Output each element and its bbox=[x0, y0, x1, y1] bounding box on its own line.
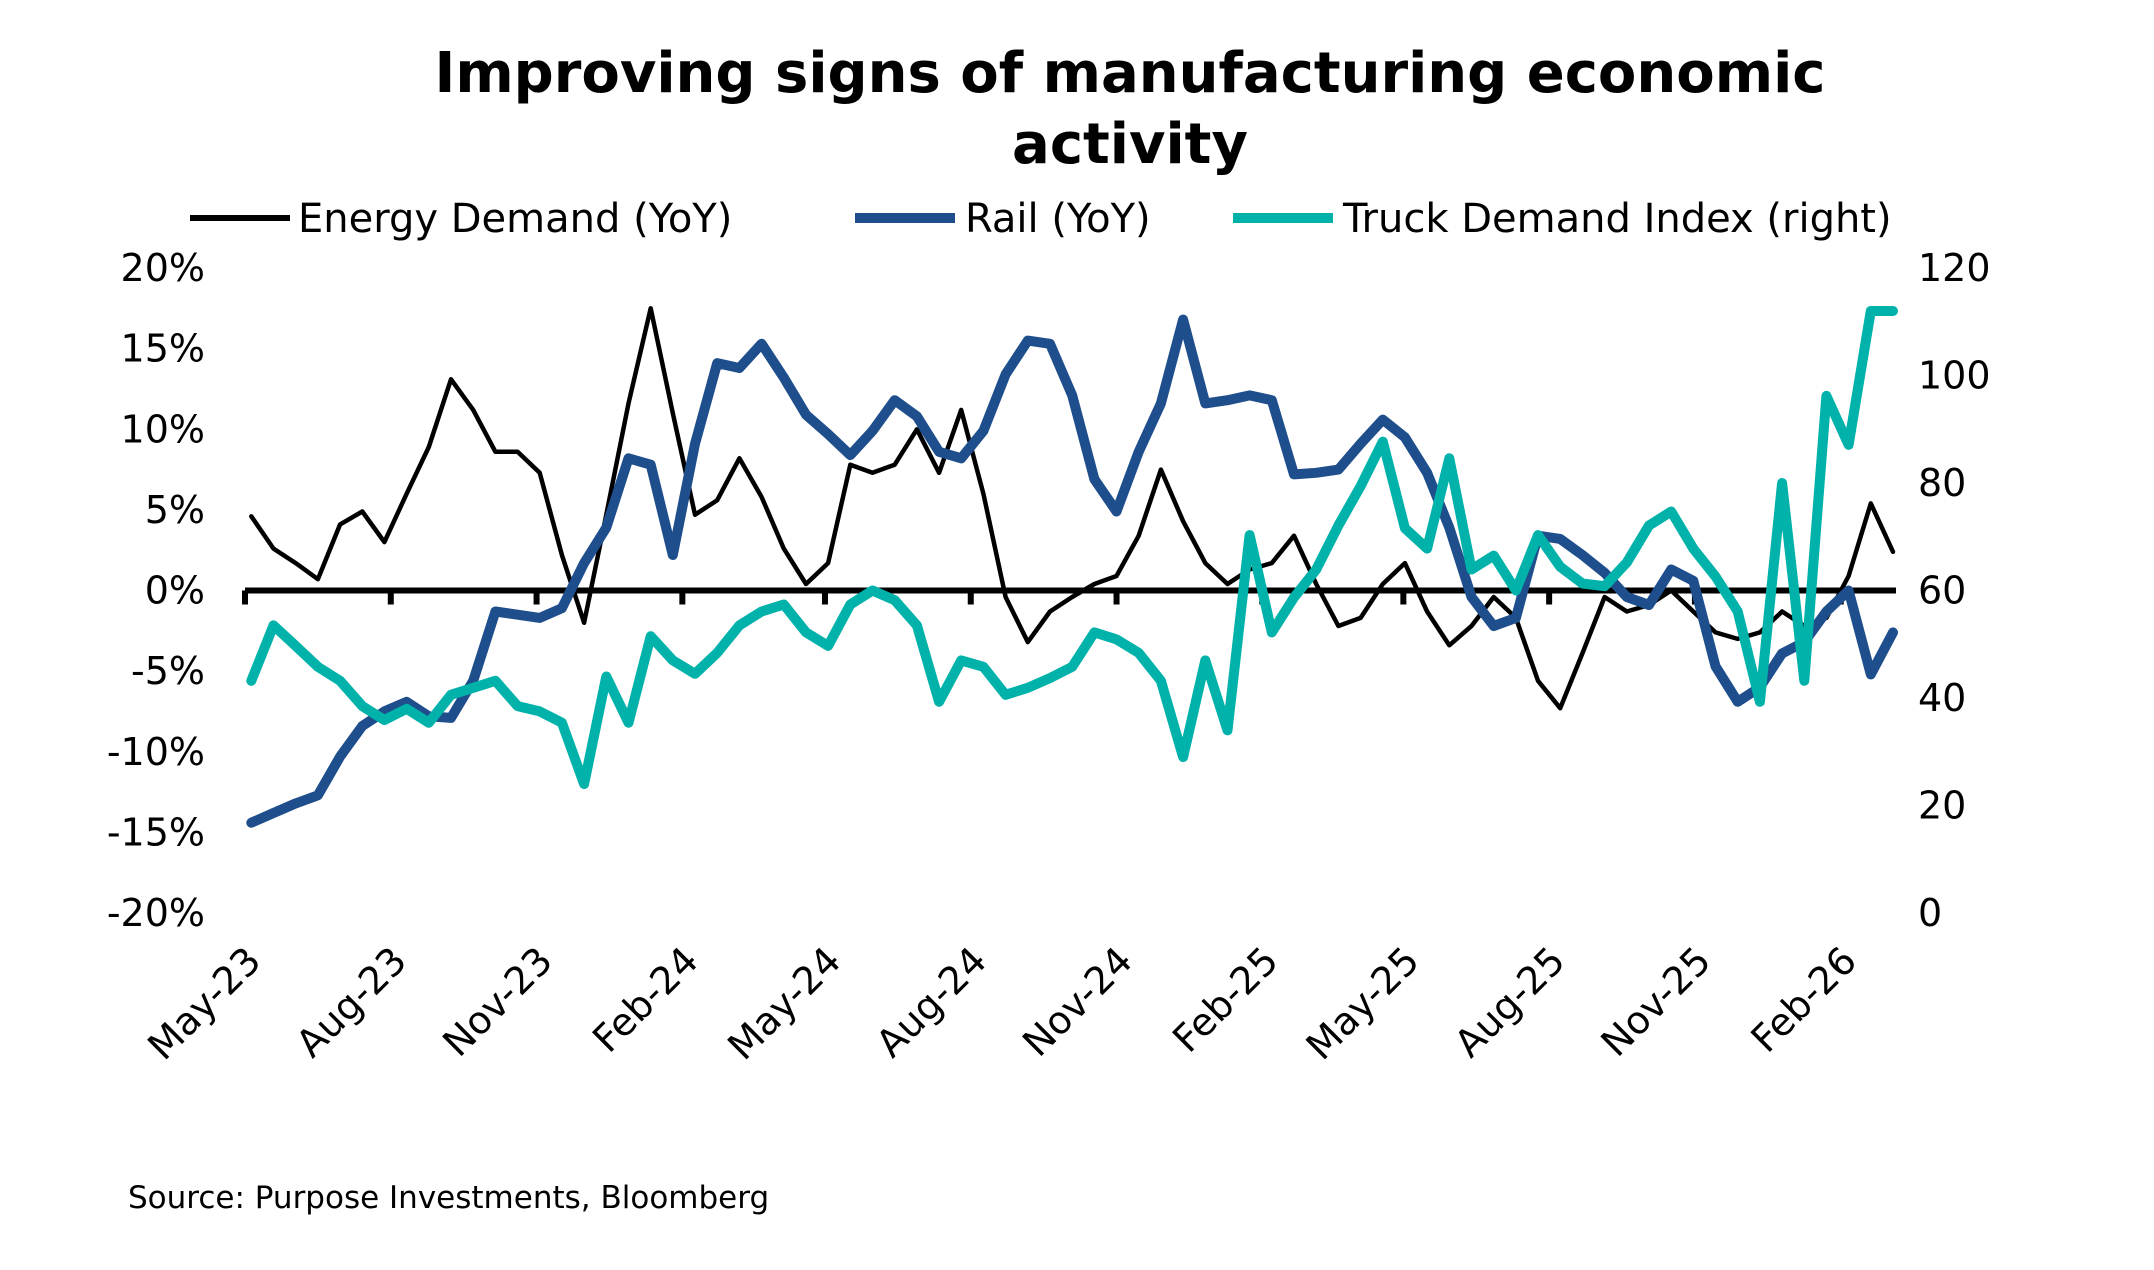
y-left-tick-label: 15% bbox=[121, 327, 205, 371]
x-axis: May-23 Aug-23 Nov-23 Feb-24 May-24 Aug-24 Nov-… bbox=[139, 587, 1896, 1068]
series-line-truck bbox=[246, 306, 1898, 789]
x-tick-label: Nov-24 bbox=[1014, 938, 1141, 1065]
legend-label-energy: Energy Demand (YoY) bbox=[298, 196, 732, 242]
x-tick-label: Aug-24 bbox=[868, 938, 995, 1065]
chart-title-line-1: Improving signs of manufacturing economi… bbox=[434, 41, 1825, 106]
y-axis-right: 120 100 80 60 40 20 0 bbox=[1918, 246, 1991, 935]
x-tick-label: Nov-25 bbox=[1593, 938, 1720, 1065]
y-left-tick-label: -15% bbox=[107, 810, 205, 854]
x-tick-label: Aug-23 bbox=[288, 938, 415, 1065]
source-note: Source: Purpose Investments, Bloomberg bbox=[128, 1180, 769, 1216]
y-left-tick-label: -10% bbox=[107, 730, 205, 774]
x-tick-label: Feb-26 bbox=[1742, 938, 1865, 1061]
y-right-tick-label: 0 bbox=[1918, 891, 1942, 935]
y-left-tick-label: 0% bbox=[145, 569, 205, 613]
y-left-tick-label: -5% bbox=[131, 649, 205, 693]
y-right-tick-label: 80 bbox=[1918, 461, 1966, 505]
x-tick-label: May-23 bbox=[139, 938, 269, 1068]
y-right-tick-label: 60 bbox=[1918, 569, 1966, 613]
legend: Energy Demand (YoY) Rail (YoY) Truck Dem… bbox=[190, 196, 1892, 242]
y-left-tick-label: 5% bbox=[145, 488, 205, 532]
legend-label-truck: Truck Demand Index (right) bbox=[1342, 196, 1892, 242]
x-tick-label: May-25 bbox=[1298, 938, 1428, 1068]
series-lines bbox=[246, 306, 1898, 828]
y-right-tick-label: 20 bbox=[1918, 784, 1966, 828]
chart-title-line-2: activity bbox=[1012, 112, 1248, 177]
y-left-tick-label: 20% bbox=[121, 246, 205, 290]
y-right-tick-label: 120 bbox=[1918, 246, 1991, 290]
x-tick-label: Nov-23 bbox=[434, 938, 561, 1065]
y-right-tick-label: 40 bbox=[1918, 676, 1966, 720]
x-tick-label: Aug-25 bbox=[1446, 938, 1573, 1065]
y-right-tick-label: 100 bbox=[1918, 354, 1991, 398]
y-axis-left: 20% 15% 10% 5% 0% -5% -10% -15% -20% bbox=[107, 246, 205, 935]
x-tick-label: May-24 bbox=[719, 938, 849, 1068]
y-left-tick-label: 10% bbox=[121, 407, 205, 451]
x-tick-label: Feb-24 bbox=[584, 938, 707, 1061]
series-line-rail bbox=[246, 314, 1898, 828]
legend-label-rail: Rail (YoY) bbox=[965, 196, 1151, 242]
x-tick-label: Feb-25 bbox=[1164, 938, 1287, 1061]
series-line-energy bbox=[249, 306, 1896, 711]
y-left-tick-label: -20% bbox=[107, 891, 205, 935]
